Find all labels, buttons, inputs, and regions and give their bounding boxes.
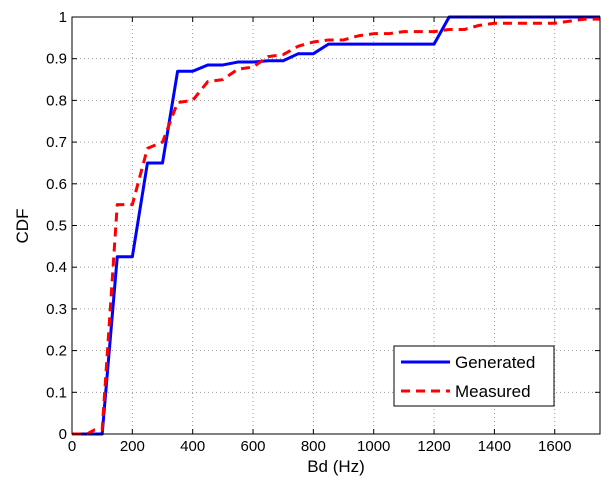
y-tick-label: 0.9 — [46, 51, 67, 68]
series-line-generated — [72, 15, 600, 436]
y-tick-label: 0.3 — [46, 301, 67, 318]
x-tick-label: 0 — [68, 438, 76, 455]
legend-box — [393, 345, 555, 407]
x-tick-label: 800 — [301, 438, 326, 455]
x-tick-label: 1600 — [538, 438, 571, 455]
y-tick-label: 0.4 — [46, 259, 67, 276]
legend: Generated Measured — [393, 345, 555, 407]
y-tick-label: 0.2 — [46, 343, 67, 360]
y-axis-label: CDF — [13, 209, 32, 244]
tick-layer — [71, 16, 600, 435]
x-tick-label: 1000 — [357, 438, 390, 455]
grid-layer — [72, 17, 600, 434]
legend-label-generated: Generated — [455, 353, 535, 372]
x-tick-label: 1200 — [417, 438, 450, 455]
y-tick-label: 0.1 — [46, 384, 67, 401]
tick-label-layer: 0 200 400 600 800 1000 1200 1400 1600 0 0.1 0.2 0.3 0… — [46, 9, 571, 455]
y-tick-label: 0.6 — [46, 176, 67, 193]
series-line-measured — [72, 17, 600, 436]
legend-label-measured: Measured — [455, 382, 531, 401]
x-axis-label: Bd (Hz) — [307, 457, 365, 476]
y-tick-label: 0.8 — [46, 92, 67, 109]
x-tick-label: 600 — [241, 438, 266, 455]
y-tick-label: 0.7 — [46, 134, 67, 151]
series-layer — [72, 15, 600, 436]
y-tick-label: 0.5 — [46, 218, 67, 235]
x-tick-label: 200 — [120, 438, 145, 455]
x-tick-label: 1400 — [478, 438, 511, 455]
x-tick-label: 400 — [180, 438, 205, 455]
y-tick-label: 0 — [59, 426, 67, 443]
y-tick-label: 1 — [59, 9, 67, 26]
